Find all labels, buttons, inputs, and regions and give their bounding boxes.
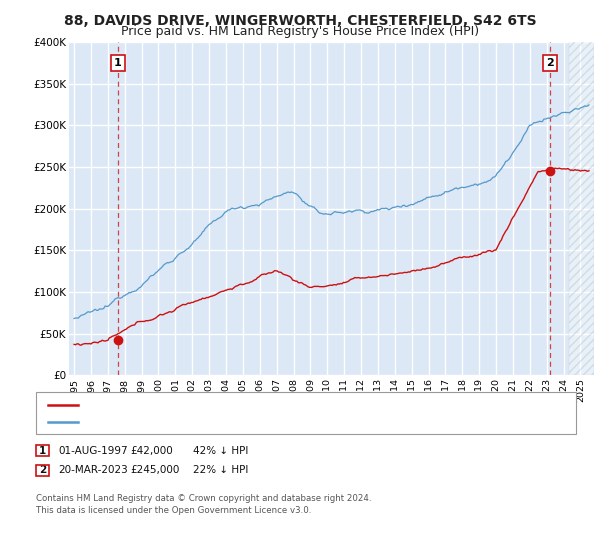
Text: 1: 1 (114, 58, 122, 68)
Text: 22% ↓ HPI: 22% ↓ HPI (193, 465, 248, 475)
Text: £245,000: £245,000 (130, 465, 179, 475)
Text: 42% ↓ HPI: 42% ↓ HPI (193, 446, 248, 456)
Text: 88, DAVIDS DRIVE, WINGERWORTH, CHESTERFIELD, S42 6TS (detached house): 88, DAVIDS DRIVE, WINGERWORTH, CHESTERFI… (81, 400, 473, 409)
Text: 2: 2 (546, 58, 554, 68)
Text: 88, DAVIDS DRIVE, WINGERWORTH, CHESTERFIELD, S42 6TS: 88, DAVIDS DRIVE, WINGERWORTH, CHESTERFI… (64, 14, 536, 28)
Text: £42,000: £42,000 (130, 446, 173, 456)
Text: Contains HM Land Registry data © Crown copyright and database right 2024.
This d: Contains HM Land Registry data © Crown c… (36, 494, 371, 515)
Text: 20-MAR-2023: 20-MAR-2023 (58, 465, 128, 475)
Text: 01-AUG-1997: 01-AUG-1997 (58, 446, 128, 456)
Text: Price paid vs. HM Land Registry's House Price Index (HPI): Price paid vs. HM Land Registry's House … (121, 25, 479, 38)
Text: 1: 1 (39, 446, 46, 456)
Text: 2: 2 (39, 465, 46, 475)
Text: HPI: Average price, detached house, North East Derbyshire: HPI: Average price, detached house, Nort… (81, 417, 376, 427)
